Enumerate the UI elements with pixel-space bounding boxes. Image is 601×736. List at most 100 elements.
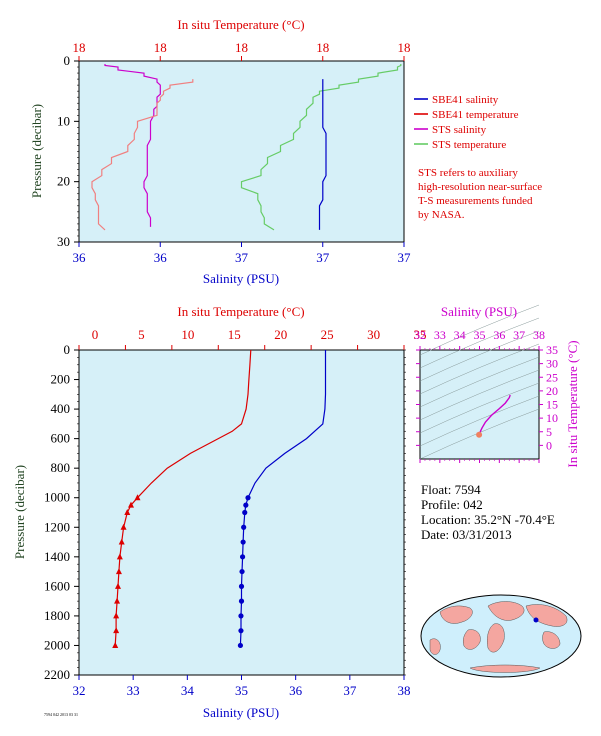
legend-note-line: high-resolution near-surface [418,181,542,193]
top-panel-background [78,60,405,243]
ts-panel-top-tick-label: 37 [513,328,525,342]
density-contour [419,369,540,421]
main-panel-top-tick-label: 10 [181,327,194,342]
main-salinity-point [239,568,245,575]
density-contour [419,343,540,395]
top-series-line-3 [318,79,327,230]
ts-panel-right-tick-label: 15 [546,398,558,412]
main-salinity-point [245,495,251,501]
date-text: Date: 03/31/2013 [421,527,512,542]
profile-id-text: Profile: 042 [421,497,483,512]
legend-item-label: STS temperature [432,139,506,151]
top-panel-top-tick-label: 18 [154,40,167,55]
main-panel-bottom-axis-label: Salinity (PSU) [203,705,279,720]
main-temperature-point [115,582,121,589]
main-temperature-point [113,627,120,634]
main-panel-top-tick-label: 30 [367,327,380,342]
world-map-land [429,601,568,673]
main-panel-bottom-tick-label: 32 [73,683,86,698]
density-contour [419,395,540,447]
ts-panel-top-axis-label: Salinity (PSU) [441,304,517,319]
main-panel-y-tick-label: 2200 [44,667,70,682]
legend: SBE41 salinity SBE41 temperature STS salin… [414,94,542,221]
main-salinity-point [238,583,245,589]
ts-panel-top-tick-label: 36 [493,328,505,342]
density-contour [419,317,540,369]
main-panel-bottom-tick-label: 34 [181,683,195,698]
ts-panel-right-axis-label: In situ Temperature (°C) [565,340,580,467]
ts-panel-top-tick-label: 34 [454,328,466,342]
main-panel-y-tick-label: 200 [51,372,71,387]
main-temperature-point [114,597,121,604]
world-map [420,594,582,678]
main-panel-bottom-tick-label: 33 [127,683,140,698]
top-panel-y-tick-label: 20 [57,174,70,189]
top-panel: 18 18 18 18 18 36 36 37 37 37 0 10 20 30 In situ Temp… [29,17,411,286]
float-location-marker [533,617,539,623]
top-panel-bottom-tick-label: 36 [73,250,87,265]
main-panel-y-tick-label: 1800 [44,608,70,623]
main-temperature-point [120,523,127,530]
main-salinity-point [241,524,247,530]
main-panel-top-tick-label: 25 [321,327,334,342]
main-panel-y-tick-label: 2000 [44,637,70,652]
ts-panel-right-tick-label: 0 [546,438,552,452]
top-panel-bottom-tick-label: 36 [154,250,168,265]
legend-note-line: T-S measurements funded [418,195,533,207]
main-panel-y-tick-label: 1600 [44,578,70,593]
main-panel-y-tick-label: 400 [51,401,71,416]
main-panel-bottom-tick-label: 36 [289,683,303,698]
float-info: Float: 7594 Profile: 042 Location: 35.2°… [421,482,555,542]
main-panel-y-axis-label: Pressure (decibar) [12,465,27,559]
main-salinity-point [242,509,248,516]
main-salinity-point [237,642,244,649]
legend-item-label: SBE41 salinity [432,94,499,106]
top-panel-top-tick-label: 18 [73,40,86,55]
ts-panel-top-tick-label: 33 [434,328,446,342]
main-temperature-point [124,509,131,515]
top-panel-y-tick-label: 30 [57,234,70,249]
main-panel-y-tick-label: 0 [64,342,71,357]
main-panel-top-tick-label: 0 [92,327,99,342]
ts-deep-point [476,431,483,438]
location-text: Location: 35.2°N -70.4°E [421,512,555,527]
ts-panel-top-tick-label: 35 [474,328,486,342]
main-panel-top-tick-label: 15 [228,327,241,342]
main-salinity-point [238,598,245,604]
main-temperature-point [113,612,120,619]
main-panel-y-tick-label: 1000 [44,490,70,505]
top-series-line-0 [104,64,161,227]
footer-small-text: 7594 042 2013 03 31 [44,712,78,717]
legend-note-line: STS refers to auxiliary [418,167,518,179]
top-panel-top-tick-label: 18 [235,40,248,55]
top-panel-top-tick-label: 18 [316,40,329,55]
top-panel-top-axis-label: In situ Temperature (°C) [177,17,304,32]
main-panel-y-tick-label: 1400 [44,549,70,564]
main-panel-top-tick-label: 35 [414,327,427,342]
main-panel-y-tick-label: 800 [51,460,71,475]
density-contour [419,304,540,356]
main-temperature-point [116,553,123,560]
main-temperature-point [128,501,134,508]
ts-panel-right-tick-label: 5 [546,425,552,439]
float-id-text: Float: 7594 [421,482,481,497]
main-temperature-point [115,568,122,575]
ts-panel-top-tick-label: 32 [414,328,426,342]
main-panel-top-tick-label: 20 [274,327,287,342]
main-panel-y-tick-label: 600 [51,431,71,446]
main-salinity-point [238,613,244,619]
density-contour [419,356,540,408]
top-panel-y-tick-label: 0 [64,53,71,68]
legend-item-label: STS salinity [432,124,487,136]
top-series-line-1 [91,79,194,231]
main-panel-bottom-tick-label: 38 [398,683,411,698]
ts-panel-top-tick-label: 38 [533,328,545,342]
top-panel-bottom-axis-label: Salinity (PSU) [203,271,279,286]
main-temperature-point [112,641,119,648]
top-panel-top-tick-label: 18 [398,40,411,55]
main-salinity-point [243,502,249,508]
legend-item-label: SBE41 temperature [432,109,519,121]
